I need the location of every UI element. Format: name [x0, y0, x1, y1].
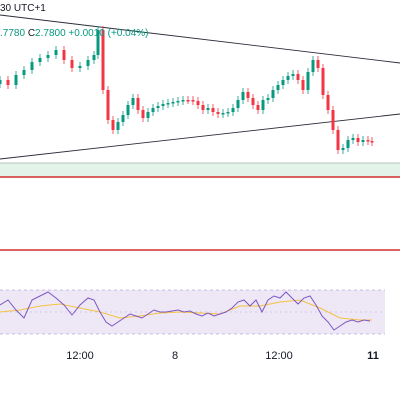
candle-body [111, 120, 115, 130]
candle-body [301, 80, 305, 90]
candle-body [226, 112, 230, 114]
ohlc-change: +0.0010 (+0.04%) [68, 28, 149, 39]
rsi-line [0, 291, 371, 331]
candle-body [30, 62, 34, 70]
candle-body [0, 80, 2, 84]
candle-body [281, 80, 285, 85]
support-zone [0, 163, 400, 178]
candle-body [14, 75, 18, 85]
candle-body [370, 141, 374, 143]
candle-body [351, 138, 355, 140]
candle-body [166, 103, 170, 105]
candle-body [101, 30, 105, 90]
candle-body [236, 100, 240, 108]
candle-body [271, 90, 275, 98]
candle-body [131, 98, 135, 105]
candle-body [38, 58, 42, 62]
candle-body [306, 72, 310, 90]
candle-body [54, 50, 58, 55]
candle-body [86, 60, 90, 66]
candle-body [361, 140, 365, 142]
candle-body [346, 140, 350, 148]
candle-body [70, 60, 74, 68]
candle-body [216, 112, 220, 114]
candle-body [251, 98, 255, 105]
candle-body [191, 100, 195, 102]
candle-body [206, 108, 210, 110]
candle-body [6, 80, 10, 85]
candle-body [181, 100, 185, 102]
candle-body [211, 108, 215, 112]
candle-body [156, 106, 160, 108]
candle-body [176, 101, 180, 103]
chart-title-fragment: 30 UTC+1 [0, 3, 46, 14]
candle-body [296, 74, 300, 80]
ohlc-close-value: 2.7800 [35, 28, 66, 39]
candle-body [266, 98, 270, 100]
candle-body [231, 108, 235, 112]
candle-body [126, 105, 130, 115]
candle-body [336, 130, 340, 150]
candle-body [291, 74, 295, 76]
candle-body [356, 138, 360, 142]
candle-body [326, 95, 330, 110]
ohlc-close-label: C [27, 28, 36, 39]
descending-trendline [0, 14, 400, 64]
ohlc-low-value: .7780 [0, 28, 26, 39]
candle-body [321, 68, 325, 95]
candle-body [171, 102, 175, 104]
candle-body [196, 101, 200, 105]
candle-body [261, 100, 265, 110]
candles-group [0, 26, 374, 154]
candle-body [116, 122, 120, 130]
candle-body [141, 110, 145, 118]
candle-body [151, 108, 155, 112]
candle-body [96, 30, 100, 55]
candle-body [246, 92, 250, 98]
ohlc-readout: .7780 C2.7800 +0.0010 (+0.04%) [0, 28, 148, 39]
x-tick-day-11: 11 [367, 350, 379, 362]
candle-body [311, 60, 315, 72]
x-tick-1200-second: 12:00 [265, 350, 293, 362]
x-tick-1200-first: 12:00 [66, 350, 94, 362]
candle-body [201, 105, 205, 110]
candle-body [92, 55, 96, 60]
candle-body [341, 148, 345, 150]
candle-body [161, 104, 165, 106]
candle-body [286, 76, 290, 80]
candle-body [22, 70, 26, 75]
candle-body [146, 112, 150, 118]
candle-body [46, 55, 50, 58]
candle-body [366, 140, 370, 142]
candle-body [106, 90, 110, 120]
candle-body [256, 105, 260, 110]
x-tick-day-8: 8 [171, 350, 179, 362]
candle-body [241, 92, 245, 100]
candle-body [62, 50, 66, 60]
candle-body [78, 66, 82, 68]
candle-body [221, 113, 225, 115]
candle-body [186, 100, 190, 102]
candle-body [316, 60, 320, 68]
candle-body [121, 115, 125, 122]
candle-body [331, 110, 335, 130]
candle-body [136, 98, 140, 110]
candle-body [276, 85, 280, 90]
